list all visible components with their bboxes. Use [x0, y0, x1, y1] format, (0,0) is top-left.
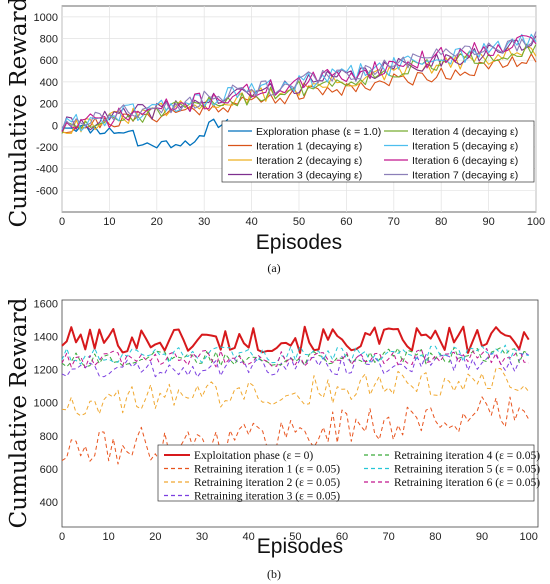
chart-b-legend: Exploitation phase (ε = 0) Retraining ite…: [157, 444, 540, 503]
x-tick-label: 0: [59, 531, 65, 543]
series-line: [61, 118, 229, 149]
series-line: [61, 35, 537, 131]
x-tick-label: 40: [243, 531, 255, 543]
chart-a-x-axis-label: Episodes: [256, 231, 342, 254]
series-line: [61, 351, 529, 378]
y-tick-label: 1600: [34, 298, 58, 310]
x-tick-label: 40: [245, 216, 257, 228]
x-tick-label: 100: [519, 531, 537, 543]
legend-label: Retraining iteration 4 (ε = 0.05): [394, 450, 540, 462]
series-line: [61, 33, 537, 132]
y-tick-label: 800: [40, 431, 58, 443]
y-tick-label: -200: [36, 142, 58, 154]
x-tick-label: 0: [59, 216, 65, 228]
chart-b: 0 10 20 30 40 50 60 70 80 90 100 400 600 800 1000 1200…: [6, 297, 540, 581]
x-tick-label: 60: [340, 216, 352, 228]
y-tick-label: 1400: [34, 331, 58, 343]
legend-label: Iteration 6 (decaying ε): [412, 155, 518, 167]
x-tick-label: 70: [388, 216, 400, 228]
series-line: [61, 346, 529, 368]
chart-b-y-ticks: 400 600 800 1000 1200 1400 1600: [34, 298, 58, 509]
y-tick-label: 400: [40, 77, 58, 89]
legend-label: Iteration 4 (decaying ε): [412, 126, 518, 138]
x-tick-label: 80: [429, 531, 441, 543]
y-tick-label: 200: [40, 99, 58, 111]
legend-label: Retraining iteration 1 (ε = 0.05): [194, 464, 340, 476]
legend-label: Retraining iteration 2 (ε = 0.05): [194, 477, 340, 489]
series-line: [61, 367, 530, 417]
series-line: [61, 325, 530, 354]
x-tick-label: 10: [103, 216, 115, 228]
y-tick-label: 600: [40, 464, 58, 476]
y-tick-label: 0: [52, 120, 58, 132]
y-tick-label: 1000: [34, 12, 58, 24]
y-tick-label: 800: [40, 34, 58, 46]
chart-b-series-group: [61, 325, 530, 465]
legend-label: Retraining iteration 5 (ε = 0.05): [394, 464, 540, 476]
chart-b-x-ticks: 0 10 20 30 40 50 60 70 80 90 100: [59, 531, 538, 543]
chart-a-legend: Exploration phase (ε = 1.0) Iteration 1 (…: [221, 120, 535, 183]
chart-a-y-axis-label: Cumulative Reward: [6, 0, 32, 227]
series-line: [61, 396, 530, 465]
x-tick-label: 20: [149, 531, 161, 543]
legend-label: Iteration 5 (decaying ε): [412, 141, 518, 153]
y-tick-label: 400: [40, 497, 58, 509]
x-tick-label: 30: [196, 531, 208, 543]
legend-label: Retraining iteration 6 (ε = 0.05): [394, 477, 540, 489]
y-tick-label: 600: [40, 55, 58, 67]
chart-a-caption: (a): [267, 261, 280, 275]
chart-a-x-ticks: 0 10 20 30 40 50 60 70 80 90 100: [59, 216, 545, 228]
series-line: [61, 31, 537, 129]
legend-label: Exploration phase (ε = 1.0): [256, 126, 381, 138]
legend-label: Iteration 1 (decaying ε): [256, 141, 362, 153]
x-tick-label: 60: [336, 531, 348, 543]
x-tick-label: 50: [293, 216, 305, 228]
y-tick-label: -400: [36, 164, 58, 176]
x-tick-label: 90: [476, 531, 488, 543]
x-tick-label: 100: [527, 216, 545, 228]
x-tick-label: 90: [482, 216, 494, 228]
legend-label: Iteration 7 (decaying ε): [412, 170, 518, 182]
y-tick-label: 1000: [34, 398, 58, 410]
chart-b-x-axis-label: Episodes: [257, 535, 343, 558]
chart-a: 0 10 20 30 40 50 60 70 80 90 100 -600 -400 -200 0 200 4…: [6, 0, 545, 275]
legend-box: [221, 120, 535, 183]
legend-label: Iteration 3 (decaying ε): [256, 170, 362, 182]
x-tick-label: 20: [151, 216, 163, 228]
x-tick-label: 30: [198, 216, 210, 228]
chart-a-y-ticks: -600 -400 -200 0 200 400 600 800 1000: [34, 12, 58, 197]
y-tick-label: 1200: [34, 365, 58, 377]
x-tick-label: 80: [435, 216, 447, 228]
x-tick-label: 50: [289, 531, 301, 543]
series-line: [61, 344, 529, 365]
y-tick-label: -600: [36, 185, 58, 197]
legend-box: [157, 444, 535, 502]
x-tick-label: 70: [383, 531, 395, 543]
legend-label: Retraining iteration 3 (ε = 0.05): [194, 491, 340, 503]
series-line: [61, 348, 529, 369]
legend-label: Exploitation phase (ε = 0): [194, 450, 313, 462]
chart-a-series-group: [61, 31, 537, 149]
chart-b-y-axis-label: Cumulative Reward: [6, 297, 32, 528]
chart-b-caption: (b): [267, 567, 281, 581]
legend-label: Iteration 2 (decaying ε): [256, 155, 362, 167]
x-tick-label: 10: [103, 531, 115, 543]
